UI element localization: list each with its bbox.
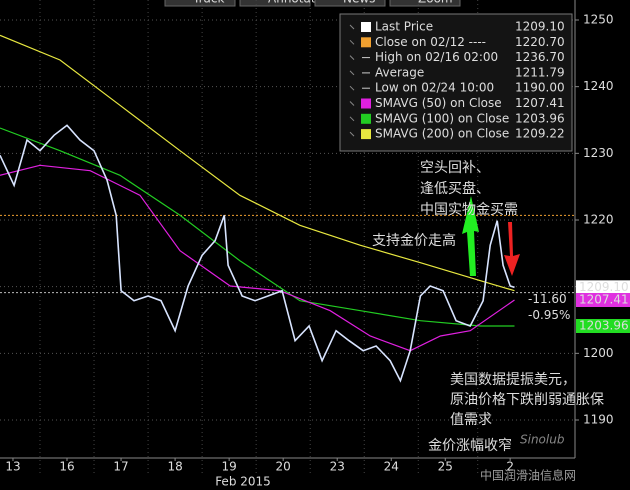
legend-swatch bbox=[361, 129, 371, 140]
end-label-box bbox=[576, 280, 630, 295]
y-tick-label: 1230 bbox=[583, 146, 614, 160]
legend-value: 1190.00 bbox=[515, 81, 565, 95]
legend-label: Low on 02/24 10:00 bbox=[375, 81, 494, 95]
annotation: 逢低买盘、 bbox=[420, 180, 490, 197]
toolbar-button[interactable] bbox=[239, 0, 311, 7]
toolbar: Track Annotate News Zoom bbox=[164, 0, 461, 7]
legend-arrow bbox=[349, 55, 355, 60]
toolbar-label: Zoom bbox=[418, 0, 453, 6]
legend-label: Last Price bbox=[375, 20, 433, 34]
toolbar-button[interactable] bbox=[314, 0, 386, 7]
annotation: 值需求 bbox=[450, 412, 492, 428]
series-line bbox=[0, 34, 515, 292]
y-tick-label: 1190 bbox=[583, 413, 614, 427]
legend-arrow bbox=[349, 131, 355, 137]
legend-arrow bbox=[349, 101, 355, 106]
legend-value: 1209.22 bbox=[515, 127, 565, 141]
x-tick-label: 19 bbox=[221, 460, 236, 474]
end-label-box bbox=[576, 293, 630, 307]
end-label: 1207.41 bbox=[579, 293, 629, 307]
legend-value: 1207.41 bbox=[515, 96, 565, 110]
legend-label: High on 02/16 02:00 bbox=[375, 50, 498, 64]
end-label: 1209.10 bbox=[579, 280, 629, 294]
legend-swatch bbox=[361, 37, 371, 48]
x-tick-label: 2 bbox=[506, 460, 514, 474]
annotation: 支持金价走高 bbox=[372, 232, 456, 249]
legend-arrow bbox=[349, 70, 355, 76]
toolbar-button[interactable] bbox=[164, 0, 236, 7]
toolbar-label: Annotate bbox=[268, 0, 323, 6]
end-label-box bbox=[576, 319, 630, 333]
plot: -11.60 -0.95% bbox=[0, 34, 575, 383]
legend-label: Close on 02/12 ---- bbox=[375, 35, 486, 49]
annotation: 美国数据提振美元， bbox=[450, 372, 576, 388]
legend-value: 1236.70 bbox=[515, 50, 565, 64]
annotation: 金价涨幅收窄 bbox=[428, 437, 512, 454]
watermark: Sinolub bbox=[520, 433, 565, 447]
y-tick-label: 1240 bbox=[583, 79, 614, 93]
legend-swatch bbox=[361, 113, 371, 124]
legend-label: SMAVG (50) on Close bbox=[375, 96, 502, 110]
x-tick-label: 20 bbox=[276, 460, 291, 474]
x-tick-label: 17 bbox=[113, 460, 128, 474]
change-label: -11.60 bbox=[528, 292, 567, 306]
x-tick-label: 18 bbox=[167, 460, 182, 474]
series-line bbox=[0, 127, 515, 327]
annotation: 中国实物金买需 bbox=[420, 202, 518, 218]
toolbar-button[interactable] bbox=[389, 0, 461, 7]
x-tick-label: 13 bbox=[5, 460, 20, 474]
annotation: 空头回补、 bbox=[420, 160, 490, 176]
x-axis-label: Feb 2015 bbox=[215, 475, 271, 489]
legend-label: Average bbox=[375, 65, 424, 79]
legend-value: 1211.79 bbox=[515, 65, 565, 79]
legend-arrow bbox=[349, 39, 355, 45]
y-tick-label: 1250 bbox=[583, 13, 614, 27]
x-tick-label: 25 bbox=[438, 460, 453, 474]
up-arrow bbox=[462, 196, 479, 276]
y-tick-label: 1200 bbox=[583, 346, 614, 360]
end-label: 1203.96 bbox=[579, 319, 629, 333]
watermark: 中国润滑油信息网 bbox=[480, 468, 576, 483]
legend-value: 1209.10 bbox=[515, 20, 565, 34]
toolbar-label: News bbox=[343, 0, 375, 6]
legend-label: SMAVG (200) on Close bbox=[375, 127, 509, 141]
x-tick-label: 24 bbox=[384, 460, 399, 474]
legend-value: 1220.70 bbox=[515, 35, 565, 49]
x-tick-label: 16 bbox=[59, 460, 74, 474]
change-label: -0.95% bbox=[528, 308, 570, 322]
legend-swatch bbox=[361, 22, 371, 32]
down-arrow bbox=[504, 222, 520, 276]
toolbar-label: Track bbox=[192, 0, 224, 6]
legend-swatch bbox=[361, 98, 371, 109]
legend: Last Price 1209.10 Close on 02/12 ---- 1220… bbox=[339, 13, 573, 152]
legend-box bbox=[339, 13, 573, 152]
legend-arrow bbox=[349, 24, 355, 30]
legend-value: 1203.96 bbox=[515, 111, 565, 125]
annotation: 原油价格下跌削弱通胀保 bbox=[450, 392, 604, 408]
series-line bbox=[0, 124, 515, 383]
legend-arrow bbox=[349, 85, 355, 91]
y-tick-label: 1220 bbox=[583, 213, 614, 227]
x-tick-label: 23 bbox=[330, 460, 345, 474]
legend-label: SMAVG (100) on Close bbox=[375, 111, 509, 125]
legend-arrow bbox=[349, 116, 355, 122]
